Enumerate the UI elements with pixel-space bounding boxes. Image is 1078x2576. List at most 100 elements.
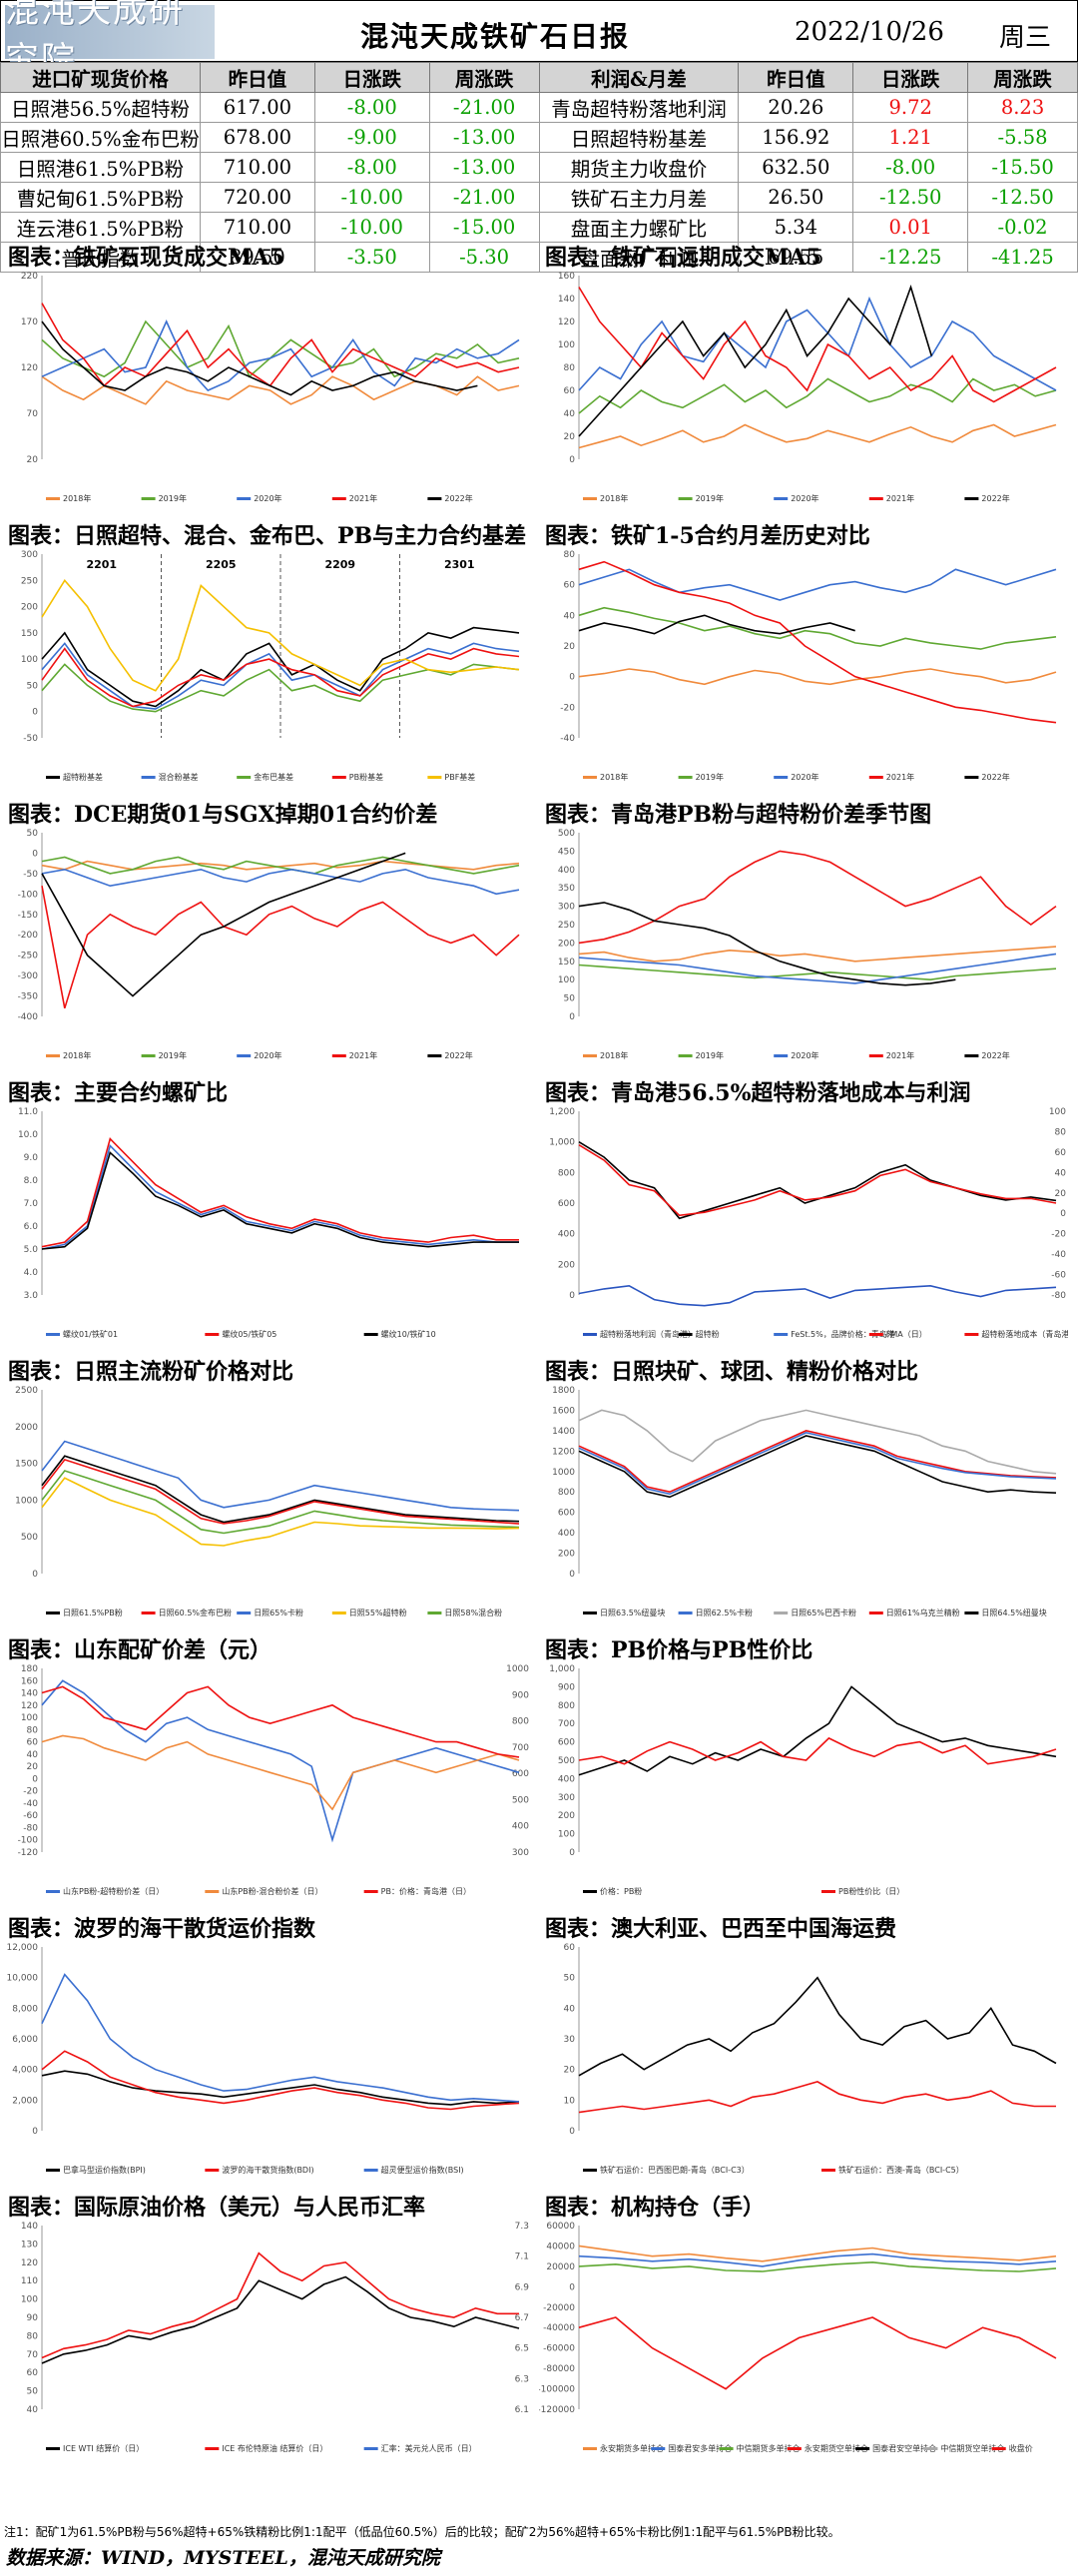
y-right-tick-label: 100 bbox=[1049, 1107, 1066, 1117]
chart-panel: 图表：PB价格与PB性价比 1,000 900 800 700 600 500 400 300 2… bbox=[539, 1630, 1074, 1908]
series-line bbox=[578, 1284, 1057, 1307]
legend-swatch bbox=[821, 2169, 835, 2172]
table-cell: 1.21 bbox=[852, 122, 969, 153]
table-cell: 156.92 bbox=[738, 122, 854, 153]
series-line bbox=[578, 946, 1057, 963]
legend-label: 2019年 bbox=[696, 1050, 724, 1060]
y-tick-label: 140 bbox=[21, 2222, 38, 2232]
data-source: 数据来源：WIND，MYSTEEL，混沌天成研究院 bbox=[6, 2547, 440, 2569]
chart-title: 图表：铁矿石现货成交MA5 bbox=[8, 245, 284, 271]
company-logo: 混沌天成研究院 bbox=[5, 0, 215, 80]
series-line bbox=[41, 1679, 520, 1843]
legend-swatch bbox=[141, 497, 156, 500]
table-cell: -8.00 bbox=[313, 92, 430, 123]
legend-swatch bbox=[774, 1054, 789, 1057]
footnote: 注1：配矿1为61.5%PB粉与56%超特+65%铁精粉比例1:1配平（低品位6… bbox=[4, 2525, 840, 2539]
series-line bbox=[578, 2245, 1057, 2262]
legend-label: 2020年 bbox=[791, 1050, 818, 1060]
table-cell: 日照超特粉基差 bbox=[538, 122, 740, 153]
legend-swatch bbox=[964, 1611, 979, 1614]
legend-label: 2020年 bbox=[791, 493, 818, 503]
report-title: 混沌天成铁矿石日报 bbox=[360, 20, 631, 53]
y-right-tick-label: 300 bbox=[512, 1848, 529, 1858]
y-tick-label: 1400 bbox=[552, 1427, 575, 1437]
y-tick-label: 5.0 bbox=[24, 1245, 39, 1255]
series-line bbox=[578, 1976, 1057, 2077]
y-tick-label: -50 bbox=[23, 734, 38, 744]
legend-swatch bbox=[964, 776, 979, 779]
y-tick-label: 0 bbox=[569, 1012, 575, 1022]
legend-label: 金布巴基差 bbox=[254, 772, 293, 782]
series-line bbox=[578, 1144, 1057, 1217]
table-cell: 铁矿石主力月差 bbox=[538, 182, 740, 213]
legend-swatch bbox=[237, 497, 252, 500]
legend-label: 2022年 bbox=[981, 1050, 1009, 1060]
y-tick-label: -20 bbox=[23, 1787, 38, 1797]
legend-label: 国泰君安空单持仓 bbox=[872, 2443, 936, 2453]
y-tick-label: 2,000 bbox=[12, 2096, 38, 2106]
chart-panel: 图表：日照主流粉矿价格对比 2500 2000 1500 1000 500 0 日照61.5%… bbox=[2, 1352, 537, 1629]
legend-label: 日照65%巴西卡粉 bbox=[791, 1608, 856, 1617]
series-line bbox=[578, 2253, 1057, 2267]
chart-title: 图表：铁矿1-5合约月差历史对比 bbox=[545, 523, 870, 549]
chart-title: 图表：波罗的海干散货运价指数 bbox=[8, 1916, 316, 1942]
legend-label: 2022年 bbox=[981, 493, 1009, 503]
legend-swatch bbox=[868, 776, 883, 779]
y-tick-label: 1500 bbox=[15, 1460, 38, 1470]
chart-panel: 图表：青岛港PB粉与超特粉价差季节图 500 450 400 350 300 250 200 1… bbox=[539, 795, 1074, 1072]
chart-title: 图表：DCE期货01与SGX掉期01合约价差 bbox=[8, 802, 438, 828]
legend-swatch bbox=[331, 1611, 346, 1614]
table-cell: 盘面钢厂利润 bbox=[538, 242, 740, 273]
chart-title: 图表：青岛港56.5%超特粉落地成本与利润 bbox=[545, 1080, 971, 1106]
series-line bbox=[41, 868, 520, 896]
y-tick-label: 0 bbox=[32, 708, 38, 718]
y-right-tick-label: 6.1 bbox=[515, 2405, 529, 2415]
legend-swatch bbox=[141, 1611, 156, 1614]
y-tick-label: 70 bbox=[27, 409, 39, 419]
y-right-tick-label: 6.7 bbox=[515, 2313, 529, 2323]
y-tick-label: 0 bbox=[569, 1848, 575, 1858]
table-cell: -15.50 bbox=[967, 152, 1078, 183]
legend-label: 山东PB粉-超特粉价差（日） bbox=[63, 1886, 164, 1896]
table-cell: 5.34 bbox=[738, 212, 854, 243]
y-right-tick-label: -60 bbox=[1051, 1271, 1066, 1281]
y-tick-label: 7.0 bbox=[24, 1199, 39, 1209]
legend-swatch bbox=[583, 1611, 597, 1614]
table-cell: 青岛超特粉落地利润 bbox=[538, 92, 740, 123]
y-tick-label: 200 bbox=[558, 1811, 575, 1821]
legend-swatch bbox=[46, 776, 60, 779]
series-line bbox=[578, 902, 956, 986]
y-tick-label: 8,000 bbox=[12, 2004, 38, 2014]
y-tick-label: 180 bbox=[21, 1664, 38, 1674]
legend-label: 螺纹05/铁矿05 bbox=[222, 1329, 276, 1339]
chart-panel: 图表：青岛港56.5%超特粉落地成本与利润 1,200 1,000 800 600 400… bbox=[539, 1073, 1074, 1351]
legend-label: 2019年 bbox=[696, 493, 724, 503]
legend-swatch bbox=[678, 1611, 693, 1614]
y-tick-label: 300 bbox=[21, 550, 38, 560]
y-tick-label: 100 bbox=[21, 655, 38, 665]
legend-label: 2018年 bbox=[600, 1050, 628, 1060]
legend-label: FMA（日） bbox=[886, 1330, 927, 1339]
table-cell: 日照港61.5%PB粉 bbox=[0, 152, 201, 183]
y-tick-label: -120000 bbox=[539, 2405, 575, 2415]
table-cell: -8.00 bbox=[852, 152, 969, 183]
y-right-tick-label: 40 bbox=[1055, 1168, 1067, 1178]
y-tick-label: 6,000 bbox=[12, 2035, 38, 2045]
legend-swatch bbox=[46, 497, 60, 500]
table-cell: -21.00 bbox=[428, 182, 540, 213]
y-tick-label: 0 bbox=[569, 1570, 575, 1580]
y-tick-label: 0 bbox=[569, 2127, 575, 2137]
y-right-tick-label: 60 bbox=[1055, 1148, 1067, 1158]
legend-swatch bbox=[205, 1333, 220, 1336]
y-tick-label: 350 bbox=[558, 884, 575, 894]
legend-label: 巴拿马型运价指数(BPI) bbox=[63, 2165, 146, 2175]
y-tick-label: 600 bbox=[558, 1509, 575, 1519]
y-tick-label: -250 bbox=[18, 952, 39, 962]
legend-swatch bbox=[964, 497, 979, 500]
contract-annotation: 2201 bbox=[86, 558, 117, 571]
legend-swatch bbox=[991, 2447, 1006, 2450]
series-line bbox=[41, 663, 520, 713]
legend-swatch bbox=[787, 2447, 802, 2450]
y-tick-label: 20 bbox=[27, 455, 39, 465]
